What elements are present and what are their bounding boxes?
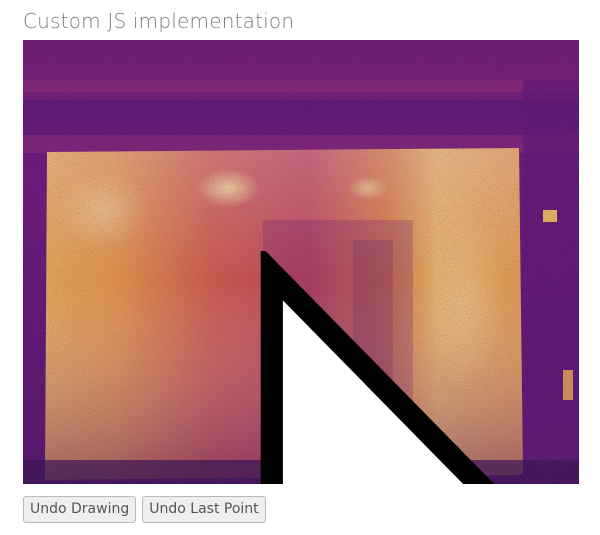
undo-last-point-button[interactable]: Undo Last Point <box>142 496 266 523</box>
thermal-image <box>23 40 579 484</box>
page-title: Custom JS implementation <box>23 9 295 33</box>
undo-drawing-button[interactable]: Undo Drawing <box>23 496 137 523</box>
thermal-image-canvas[interactable] <box>23 40 579 484</box>
button-row: Undo Drawing Undo Last Point <box>23 496 266 523</box>
